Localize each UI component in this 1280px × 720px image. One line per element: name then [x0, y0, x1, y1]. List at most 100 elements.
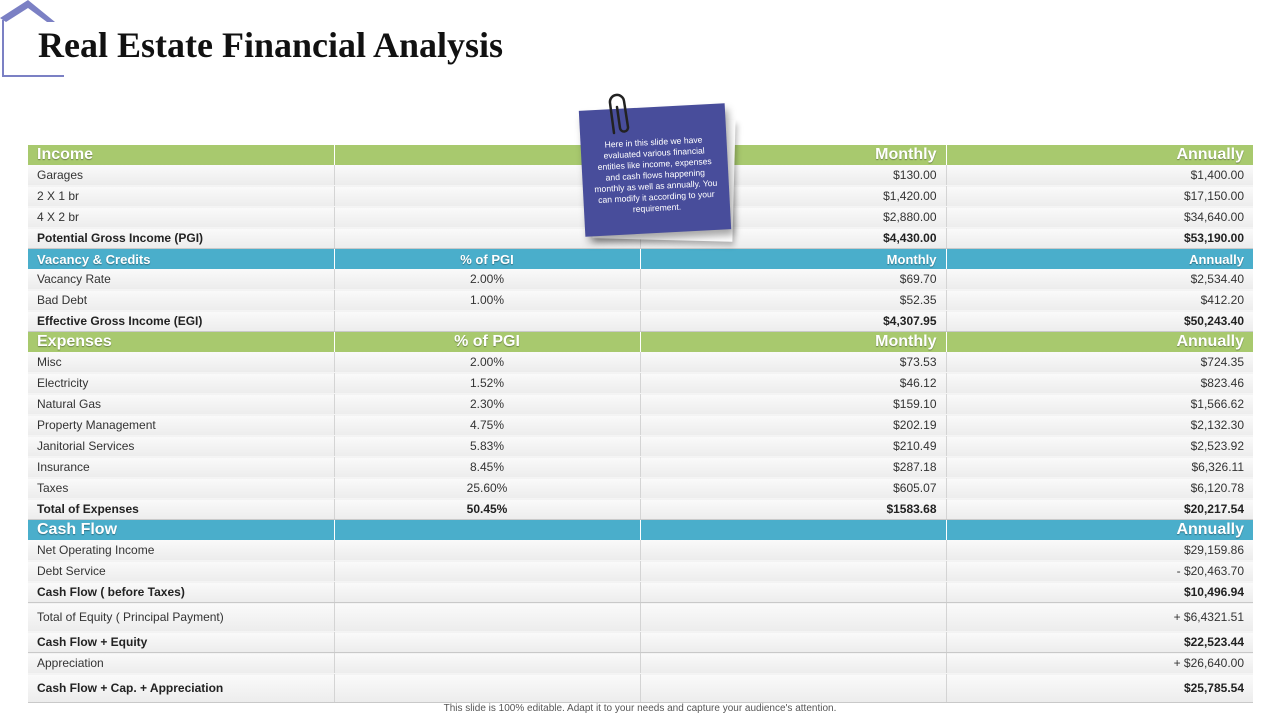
table-row: 4 X 2 br $2,880.00 $34,640.00 [28, 206, 1253, 228]
pct-cell [334, 631, 641, 653]
pct-cell [334, 145, 641, 165]
annual-cell: $1,566.62 [946, 393, 1253, 415]
table-row: Debt Service - $20,463.70 [28, 560, 1253, 582]
row-label: Cash Flow ( before Taxes) [28, 581, 335, 603]
total-row: Cash Flow + Equity $22,523.44 [28, 631, 1253, 653]
table-row: Net Operating Income $29,159.86 [28, 540, 1253, 561]
monthly-cell: $73.53 [640, 352, 947, 373]
annual-cell: $724.35 [946, 352, 1253, 373]
annual-cell: $2,523.92 [946, 435, 1253, 457]
monthly-cell: $46.12 [640, 372, 947, 394]
section-header-row: Vacancy & Credits% of PGI Monthly Annually [28, 248, 1253, 269]
row-label: Appreciation [28, 652, 335, 674]
table-row: Vacancy Rate 2.00% $69.70 $2,534.40 [28, 269, 1253, 290]
table-row: Insurance 8.45% $287.18 $6,326.11 [28, 456, 1253, 478]
row-label: Net Operating Income [28, 540, 335, 561]
annual-cell: $25,785.54 [946, 673, 1253, 703]
pct-cell: 4.75% [334, 414, 641, 436]
row-label: Janitorial Services [28, 435, 335, 457]
annual-cell: $20,217.54 [946, 498, 1253, 520]
row-label: Electricity [28, 372, 335, 394]
annual-cell: $2,132.30 [946, 414, 1253, 436]
pct-cell [334, 185, 641, 207]
annual-cell: $53,190.00 [946, 227, 1253, 249]
annual-cell: $6,120.78 [946, 477, 1253, 499]
row-label: 2 X 1 br [28, 185, 335, 207]
monthly-cell: $69.70 [640, 269, 947, 290]
annual-cell: Annually [946, 248, 1253, 269]
monthly-cell: Monthly [640, 248, 947, 269]
pct-cell [334, 652, 641, 674]
pct-cell: 2.00% [334, 352, 641, 373]
page-title: Real Estate Financial Analysis [38, 25, 504, 65]
section-header-row: Expenses% of PGI Monthly Annually [28, 331, 1253, 352]
pct-cell [334, 581, 641, 603]
pct-cell [334, 519, 641, 540]
table-row: Total of Equity ( Principal Payment) + $6… [28, 602, 1253, 632]
row-label: Cash Flow + Cap. + Appreciation [28, 673, 335, 703]
pct-cell: % of PGI [334, 248, 641, 269]
row-label: Total of Equity ( Principal Payment) [28, 602, 335, 632]
annual-cell: $6,326.11 [946, 456, 1253, 478]
row-label: Potential Gross Income (PGI) [28, 227, 335, 249]
total-row: Cash Flow ( before Taxes) $10,496.94 [28, 581, 1253, 603]
table-row: Taxes 25.60% $605.07 $6,120.78 [28, 477, 1253, 499]
row-label: Expenses [28, 331, 335, 352]
pct-cell: 1.00% [334, 289, 641, 311]
total-row: Total of Expenses 50.45% $1583.68 $20,217.5… [28, 498, 1253, 520]
annual-cell: $823.46 [946, 372, 1253, 394]
annual-cell: Annually [946, 145, 1253, 165]
row-label: Cash Flow [28, 519, 335, 540]
monthly-cell [640, 560, 947, 582]
paperclip-icon [608, 93, 630, 135]
monthly-cell: $4,307.95 [640, 310, 947, 332]
total-row: Cash Flow + Cap. + Appreciation $25,785.5… [28, 673, 1253, 703]
pct-cell: 2.00% [334, 269, 641, 290]
footer-text: This slide is 100% editable. Adapt it to… [443, 703, 837, 714]
row-label: Effective Gross Income (EGI) [28, 310, 335, 332]
annual-cell: $10,496.94 [946, 581, 1253, 603]
annual-cell: - $20,463.70 [946, 560, 1253, 582]
row-label: Income [28, 145, 335, 165]
row-label: Vacancy & Credits [28, 248, 335, 269]
table-row: 2 X 1 br $1,420.00 $17,150.00 [28, 185, 1253, 207]
total-row: Effective Gross Income (EGI) $4,307.95 $50… [28, 310, 1253, 332]
annual-cell: $29,159.86 [946, 540, 1253, 561]
table-row: Misc 2.00% $73.53 $724.35 [28, 352, 1253, 373]
sticky-note: Here in this slide we have evaluated var… [578, 103, 732, 237]
table-body: Income Monthly Annually Garages $130.00 $1,40… [28, 145, 1253, 703]
monthly-cell [640, 631, 947, 653]
table-row: Natural Gas 2.30% $159.10 $1,566.62 [28, 393, 1253, 415]
monthly-cell: $52.35 [640, 289, 947, 311]
row-label: 4 X 2 br [28, 206, 335, 228]
annual-cell: $412.20 [946, 289, 1253, 311]
monthly-cell: $159.10 [640, 393, 947, 415]
row-label: Bad Debt [28, 289, 335, 311]
pct-cell [334, 165, 641, 186]
row-label: Natural Gas [28, 393, 335, 415]
row-label: Garages [28, 165, 335, 186]
monthly-cell: Monthly [640, 331, 947, 352]
table-row: Appreciation + $26,640.00 [28, 652, 1253, 674]
monthly-cell: $1583.68 [640, 498, 947, 520]
annual-cell: Annually [946, 331, 1253, 352]
pct-cell [334, 540, 641, 561]
monthly-cell [640, 673, 947, 703]
house-outline-icon [0, 0, 64, 77]
monthly-cell [640, 581, 947, 603]
row-label: Taxes [28, 477, 335, 499]
table-row: Property Management 4.75% $202.19 $2,132.30 [28, 414, 1253, 436]
row-label: Debt Service [28, 560, 335, 582]
annual-cell: $22,523.44 [946, 631, 1253, 653]
monthly-cell [640, 519, 947, 540]
annual-cell: $50,243.40 [946, 310, 1253, 332]
pct-cell: 1.52% [334, 372, 641, 394]
monthly-cell: $202.19 [640, 414, 947, 436]
row-label: Misc [28, 352, 335, 373]
monthly-cell [640, 602, 947, 632]
pct-cell: % of PGI [334, 331, 641, 352]
row-label: Insurance [28, 456, 335, 478]
pct-cell [334, 227, 641, 249]
pct-cell: 50.45% [334, 498, 641, 520]
table-row: Bad Debt 1.00% $52.35 $412.20 [28, 289, 1253, 311]
